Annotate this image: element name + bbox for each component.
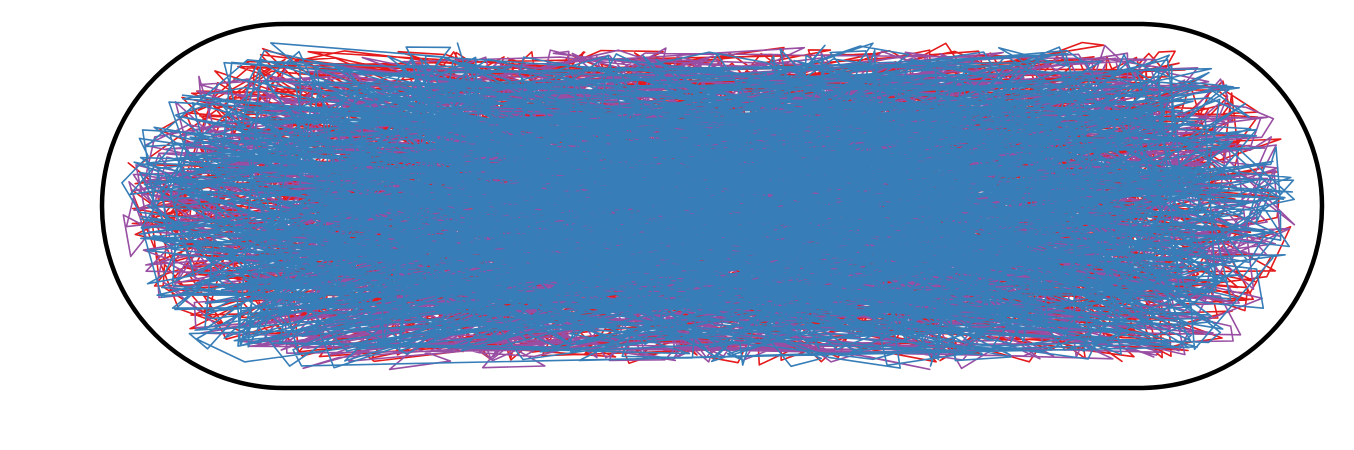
stadium-boundary: [99, 21, 1325, 391]
trajectory-layer: [121, 41, 1296, 371]
trajectory-path-3: [121, 42, 1295, 369]
